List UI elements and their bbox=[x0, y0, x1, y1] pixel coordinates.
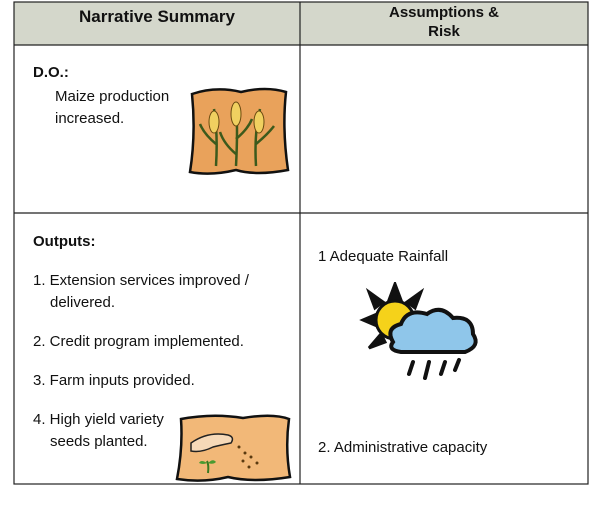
weather-icon bbox=[359, 282, 478, 380]
header-cell: Narrative Summary bbox=[79, 7, 235, 26]
section-heading: Outputs: bbox=[33, 233, 96, 250]
output-item: 1. Extension services improved / deliver… bbox=[33, 272, 249, 311]
output-item: 3. Farm inputs provided. bbox=[33, 372, 195, 389]
header-background bbox=[14, 2, 588, 45]
assumption: 2. Administrative capacity bbox=[318, 439, 488, 456]
table-lines bbox=[13, 1, 589, 485]
output-item: 2. Credit program implemented. bbox=[33, 333, 244, 350]
seeds-icon bbox=[175, 414, 292, 482]
output-item: 4. High yield variety seeds planted. bbox=[33, 411, 164, 450]
header-line: Risk bbox=[428, 23, 460, 40]
assumption: 1 Adequate Rainfall bbox=[318, 248, 449, 265]
cell-text: Maize production increased. bbox=[55, 88, 170, 127]
header-cell: Assumptions & Risk bbox=[300, 3, 588, 41]
section-heading: D.O.: bbox=[33, 64, 69, 81]
maize-icon bbox=[188, 87, 290, 175]
header-line: Assumptions & bbox=[388, 4, 499, 21]
